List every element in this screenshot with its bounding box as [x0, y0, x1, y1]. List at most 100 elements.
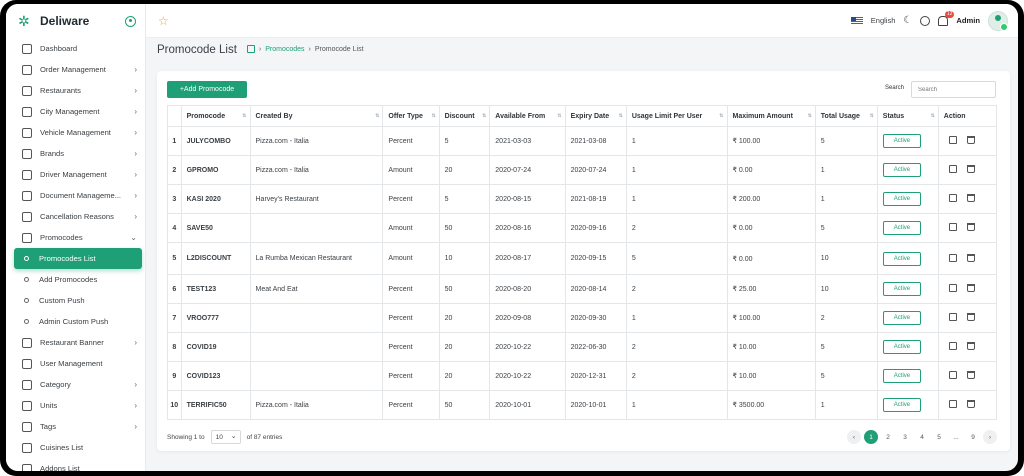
delete-icon[interactable] [966, 194, 975, 202]
sort-icon[interactable]: ⇅ [618, 113, 623, 119]
column-header-promocode[interactable]: Promocode ⇅ [180, 105, 251, 127]
column-header-maximum-amount[interactable]: Maximum Amount ⇅ [726, 105, 816, 127]
page-button-3[interactable]: 3 [903, 433, 907, 441]
sidebar-item-driver-management[interactable]: Driver Management › [6, 164, 145, 185]
sidebar-nav: Dashboard Order Management › Restaurants › Ci… [6, 38, 145, 248]
sidebar-item-cuisines-list[interactable]: Cuisines List [6, 437, 145, 458]
page-button-4[interactable]: 4 [920, 433, 924, 441]
delete-icon[interactable] [966, 313, 975, 321]
sidebar-item-user-management[interactable]: User Management [6, 353, 145, 374]
edit-icon[interactable] [948, 400, 957, 408]
sort-icon[interactable]: ⇅ [869, 113, 874, 119]
delete-icon[interactable] [966, 165, 975, 173]
edit-icon[interactable] [948, 165, 957, 173]
page-button-5[interactable]: 5 [937, 433, 941, 441]
column-header-total-usage[interactable]: Total Usage ⇅ [814, 105, 878, 127]
sidebar-item-brands[interactable]: Brands › [6, 143, 145, 164]
edit-icon[interactable] [948, 253, 957, 262]
cell-type: Amount [382, 242, 440, 275]
delete-icon[interactable] [966, 253, 975, 262]
breadcrumb-link-promocodes[interactable]: Promocodes [265, 45, 305, 53]
sidebar-subitem-custom-push[interactable]: Custom Push [6, 290, 145, 311]
page-length-select[interactable]: 10 [210, 430, 241, 444]
sidebar-item-units[interactable]: Units › [6, 395, 145, 416]
delete-icon[interactable] [966, 342, 975, 350]
notification-bell-icon[interactable]: 12 [938, 10, 955, 26]
column-header-discount[interactable]: Discount ⇅ [438, 105, 491, 127]
sort-icon[interactable]: ⇅ [482, 113, 487, 119]
delete-icon[interactable] [966, 136, 975, 144]
sidebar-item-addons-list[interactable]: Addons List [6, 458, 145, 471]
status-badge[interactable]: Active [882, 282, 922, 296]
sidebar-item-city-management[interactable]: City Management › [6, 101, 145, 122]
status-badge[interactable]: Active [882, 398, 922, 412]
prev-page-icon[interactable]: ‹ [847, 430, 861, 444]
favorite-star-icon[interactable]: ☆ [158, 13, 169, 28]
sidebar-item-restaurant-banner[interactable]: Restaurant Banner › [6, 332, 145, 353]
column-header-status[interactable]: Status ⇅ [876, 105, 939, 127]
status-badge[interactable]: Active [882, 221, 922, 235]
status-badge[interactable]: Active [882, 134, 922, 148]
sidebar-toggle-icon[interactable] [125, 15, 136, 27]
sidebar-subitem-admin-custom-push[interactable]: Admin Custom Push [6, 311, 145, 332]
sidebar-item-category[interactable]: Category › [6, 374, 145, 395]
dark-mode-icon[interactable]: ☾ [903, 15, 913, 26]
sidebar-item-promocodes[interactable]: Promocodes ⌄ [6, 227, 145, 248]
column-header-created-by[interactable]: Created By ⇅ [249, 105, 384, 127]
sort-icon[interactable]: ⇅ [557, 113, 562, 119]
status-badge[interactable]: Active [882, 311, 922, 325]
sidebar-item-tags[interactable]: Tags › [6, 416, 145, 437]
edit-icon[interactable] [948, 284, 957, 292]
delete-icon[interactable] [966, 284, 975, 292]
sort-icon[interactable]: ⇅ [807, 113, 812, 119]
sidebar-item-order-management[interactable]: Order Management › [6, 59, 145, 80]
sidebar: ✲ Deliware Dashboard Order Management › Res… [6, 4, 146, 471]
edit-icon[interactable] [948, 194, 957, 202]
cell-discount: 20 [438, 361, 491, 391]
sidebar-item-cancellation-reasons[interactable]: Cancellation Reasons › [6, 206, 145, 227]
status-badge[interactable]: Active [882, 192, 922, 206]
column-header-available-from[interactable]: Available From ⇅ [489, 105, 566, 127]
delete-icon[interactable] [966, 400, 975, 408]
status-badge[interactable]: Active [882, 340, 922, 354]
sort-icon[interactable]: ⇅ [431, 113, 436, 119]
edit-icon[interactable] [948, 136, 957, 144]
user-name[interactable]: Admin [956, 16, 980, 25]
page-button-1[interactable]: 1 [864, 430, 878, 444]
edit-icon[interactable] [948, 342, 957, 350]
status-badge[interactable]: Active [882, 163, 922, 177]
sidebar-item-dashboard[interactable]: Dashboard [6, 38, 145, 59]
cell-action [937, 242, 998, 275]
next-page-icon[interactable]: › [983, 430, 997, 444]
column-header-expiry-date[interactable]: Expiry Date ⇅ [564, 105, 627, 127]
search-input[interactable] [911, 81, 996, 98]
sidebar-item-document-manageme[interactable]: Document Manageme... › [6, 185, 145, 206]
page-button-9[interactable]: 9 [971, 433, 975, 441]
cell-action [937, 361, 998, 391]
home-icon[interactable] [246, 45, 255, 53]
edit-icon[interactable] [948, 223, 957, 231]
sort-icon[interactable]: ⇅ [242, 113, 247, 119]
column-header-usage-limit-per-user[interactable]: Usage Limit Per User ⇅ [625, 105, 728, 127]
sort-icon[interactable]: ⇅ [375, 113, 380, 119]
status-badge[interactable]: Active [882, 369, 922, 383]
sidebar-item-restaurants[interactable]: Restaurants › [6, 80, 145, 101]
avatar[interactable] [988, 10, 1008, 31]
status-badge[interactable]: Active [882, 251, 922, 266]
sidebar-item-vehicle-management[interactable]: Vehicle Management › [6, 122, 145, 143]
edit-icon[interactable] [948, 313, 957, 321]
edit-icon[interactable] [948, 371, 957, 379]
column-header-offer-type[interactable]: Offer Type ⇅ [382, 105, 440, 127]
sidebar-subitem-promocodes-list[interactable]: Promocodes List [14, 248, 142, 269]
add-promocode-button[interactable]: +Add Promocode [167, 81, 247, 98]
delete-icon[interactable] [966, 371, 975, 379]
sort-icon[interactable]: ⇅ [719, 113, 724, 119]
sidebar-subitem-add-promocodes[interactable]: Add Promocodes [6, 269, 145, 290]
page-button-2[interactable]: 2 [886, 433, 890, 441]
app-screen: ✲ Deliware Dashboard Order Management › Res… [6, 4, 1018, 471]
search-icon[interactable] [920, 15, 931, 26]
delete-icon[interactable] [966, 223, 975, 231]
sort-icon[interactable]: ⇅ [930, 113, 935, 119]
language-selector[interactable]: English [870, 16, 896, 25]
column-header-action[interactable]: Action [937, 105, 998, 127]
